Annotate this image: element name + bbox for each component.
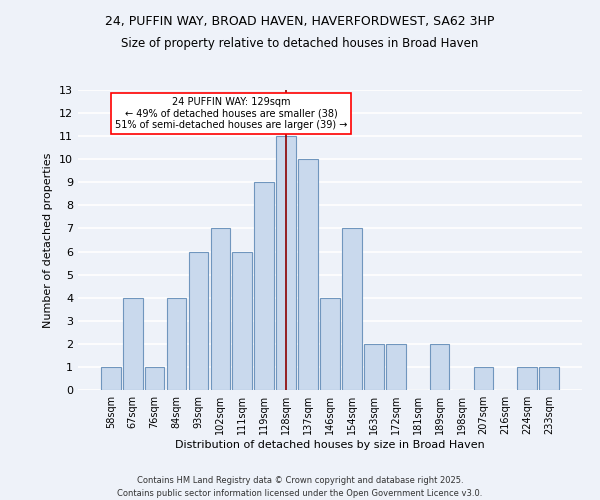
Bar	[342, 228, 362, 390]
Text: Size of property relative to detached houses in Broad Haven: Size of property relative to detached ho…	[121, 38, 479, 51]
Bar	[517, 367, 537, 390]
Bar	[430, 344, 449, 390]
Bar	[473, 367, 493, 390]
Bar	[123, 298, 143, 390]
Bar	[276, 136, 296, 390]
Bar	[211, 228, 230, 390]
Bar	[320, 298, 340, 390]
Text: 24 PUFFIN WAY: 129sqm
← 49% of detached houses are smaller (38)
51% of semi-deta: 24 PUFFIN WAY: 129sqm ← 49% of detached …	[115, 97, 347, 130]
Bar	[145, 367, 164, 390]
Bar	[364, 344, 384, 390]
Bar	[298, 159, 318, 390]
X-axis label: Distribution of detached houses by size in Broad Haven: Distribution of detached houses by size …	[175, 440, 485, 450]
Bar	[101, 367, 121, 390]
Text: Contains HM Land Registry data © Crown copyright and database right 2025.
Contai: Contains HM Land Registry data © Crown c…	[118, 476, 482, 498]
Bar	[167, 298, 187, 390]
Bar	[254, 182, 274, 390]
Bar	[188, 252, 208, 390]
Text: 24, PUFFIN WAY, BROAD HAVEN, HAVERFORDWEST, SA62 3HP: 24, PUFFIN WAY, BROAD HAVEN, HAVERFORDWE…	[106, 15, 494, 28]
Bar	[232, 252, 252, 390]
Y-axis label: Number of detached properties: Number of detached properties	[43, 152, 53, 328]
Bar	[386, 344, 406, 390]
Bar	[539, 367, 559, 390]
